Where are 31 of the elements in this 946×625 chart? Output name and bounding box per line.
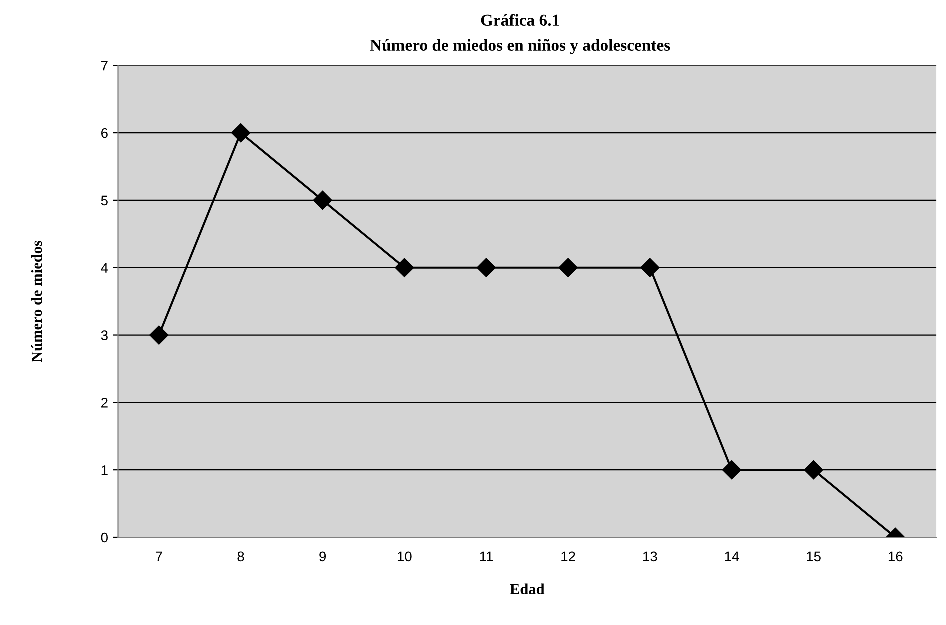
point xyxy=(395,258,414,278)
y-tick-label: 6 xyxy=(102,128,108,138)
x-tick-label: 15 xyxy=(807,552,821,562)
y-axis-title: Número de miedos xyxy=(31,240,42,362)
x-axis-title: Edad xyxy=(510,584,545,595)
point xyxy=(231,124,251,143)
point xyxy=(313,190,332,210)
y-tick-label: 3 xyxy=(101,330,108,340)
chart-subtitle: Número de miedos en niños y adolescentes xyxy=(370,39,670,54)
point xyxy=(476,258,496,278)
point xyxy=(150,326,169,345)
y-tick-label: 4 xyxy=(101,263,108,273)
x-tick-label: 13 xyxy=(643,552,658,562)
x-tick-label: 14 xyxy=(725,552,740,562)
y-tick-label: 5 xyxy=(101,196,108,206)
y-tick-label: 7 xyxy=(102,61,108,71)
x-tick-label: 16 xyxy=(888,552,903,562)
x-tick-label: 11 xyxy=(480,552,494,562)
point xyxy=(558,258,578,278)
y-tick-label: 2 xyxy=(102,398,108,408)
x-tick-label: 8 xyxy=(238,552,244,562)
x-tick-label: 12 xyxy=(562,552,576,562)
point xyxy=(804,460,824,480)
x-tick-label: 9 xyxy=(320,552,326,562)
y-tick-label: 0 xyxy=(101,532,108,543)
x-tick-label: 10 xyxy=(398,552,412,562)
y-tick-label: 1 xyxy=(102,466,108,476)
x-tick-label: 7 xyxy=(156,552,162,562)
chart-title: Gráfica 6.1 xyxy=(481,14,560,26)
point xyxy=(722,460,742,480)
point xyxy=(640,258,660,278)
